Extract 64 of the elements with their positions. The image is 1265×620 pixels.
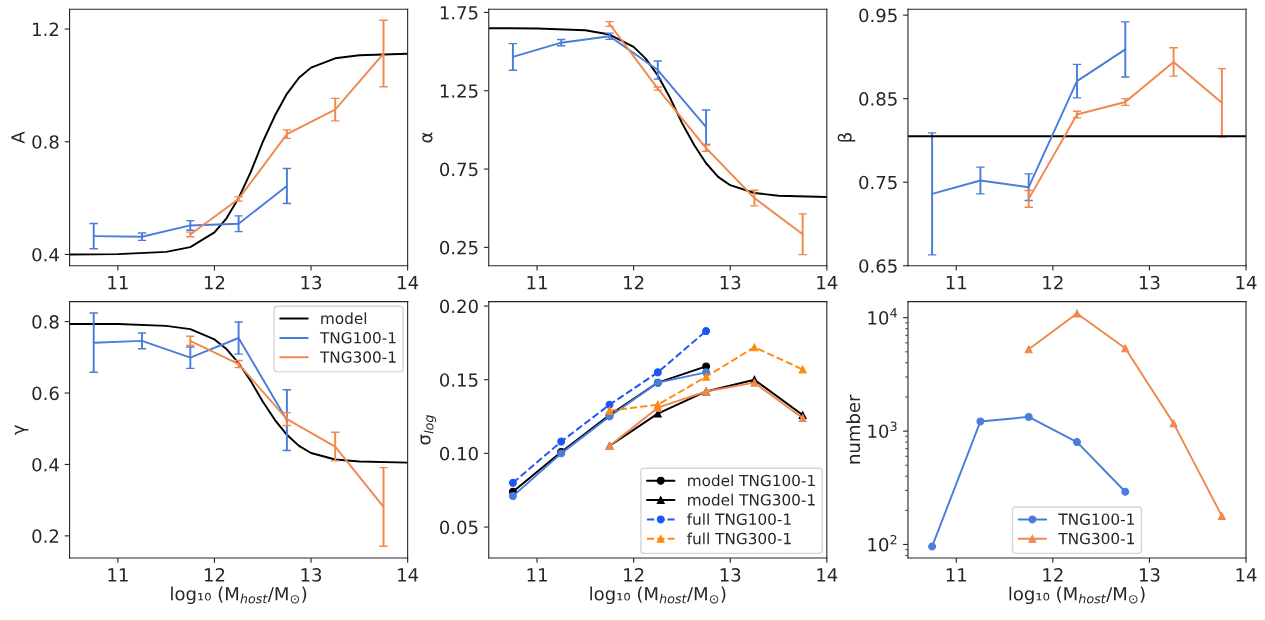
x-tick-label: 14	[398, 275, 419, 290]
y-axis-title: σ$_{log}$	[420, 415, 437, 445]
y-tick-label: 0.85	[859, 92, 897, 106]
y-axis-title: number	[846, 394, 861, 464]
y-tick-label: 0.65	[859, 259, 897, 273]
y-tick-label: 0.95	[859, 8, 897, 23]
legend-label: model TNG100-1	[688, 474, 815, 487]
legend-label: full TNG100-1	[687, 513, 791, 525]
legend-label: TNG300-1	[319, 351, 396, 363]
legend-label: model	[321, 312, 367, 325]
x-tick-label: 11	[946, 568, 967, 582]
x-tick-label: 14	[1236, 568, 1257, 582]
y-tick-label: 0.2	[32, 529, 59, 543]
y-tick-label: 0.75	[440, 162, 478, 177]
y-tick-label: 0.75	[859, 175, 897, 190]
legend-label: TNG300-1	[1058, 532, 1134, 545]
x-tick-label: 12	[624, 275, 644, 290]
x-tick-label: 12	[1043, 568, 1063, 582]
y-tick-label: 10$^{2}$	[868, 534, 897, 552]
y-axis-title: A	[11, 131, 25, 144]
y-tick-label: 0.8	[32, 315, 59, 329]
legend-label: full TNG300-1	[687, 532, 791, 545]
y-tick-label: 0.15	[440, 373, 478, 387]
legend-label: model TNG300-1	[688, 493, 815, 506]
x-axis-title: log₁₀ (M$_{host}$/M$_{⊙}$)	[590, 586, 726, 605]
x-axis-title: log₁₀ (M$_{host}$/M$_{⊙}$)	[171, 586, 307, 605]
y-axis-title: α	[422, 132, 433, 143]
x-tick-label: 14	[398, 568, 419, 582]
y-tick-label: 0.10	[440, 446, 478, 461]
x-tick-label: 12	[204, 568, 225, 582]
y-tick-label: 10$^{4}$	[868, 308, 897, 325]
y-tick-label: 0.4	[32, 457, 59, 472]
x-tick-label: 14	[1236, 275, 1257, 290]
y-tick-label: 0.20	[440, 299, 478, 314]
x-tick-label: 12	[204, 275, 225, 290]
x-tick-label: 13	[301, 275, 322, 290]
y-tick-label: 10$^{3}$	[868, 421, 897, 439]
y-tick-label: 0.8	[32, 135, 59, 149]
x-tick-label: 14	[817, 568, 838, 582]
x-tick-label: 12	[1043, 275, 1063, 290]
x-tick-label: 12	[624, 568, 644, 582]
x-tick-label: 11	[946, 275, 967, 290]
x-tick-label: 13	[301, 568, 322, 582]
x-tick-label: 13	[1139, 568, 1160, 582]
legend-label: TNG100-1	[1058, 513, 1134, 525]
x-tick-label: 14	[817, 275, 838, 290]
y-tick-label: 0.4	[32, 247, 59, 262]
x-tick-label: 11	[108, 568, 128, 582]
x-tick-label: 11	[108, 275, 128, 290]
y-axis-title: β	[837, 133, 856, 142]
y-tick-label: 0.05	[440, 520, 478, 535]
y-tick-label: 1.25	[440, 84, 478, 98]
y-tick-label: 1.2	[33, 22, 59, 36]
x-tick-label: 11	[527, 568, 547, 582]
legend-label: TNG100-1	[319, 331, 396, 344]
x-tick-label: 13	[720, 275, 741, 290]
y-tick-label: 1.75	[440, 6, 478, 20]
x-tick-label: 13	[1139, 275, 1160, 290]
x-axis-title: log₁₀ (M$_{host}$/M$_{⊙}$)	[1009, 586, 1145, 605]
y-tick-label: 0.6	[32, 386, 59, 401]
x-tick-label: 11	[527, 275, 547, 290]
y-tick-label: 0.25	[440, 240, 478, 255]
x-tick-label: 13	[720, 568, 741, 582]
y-axis-title: γ	[14, 424, 29, 435]
